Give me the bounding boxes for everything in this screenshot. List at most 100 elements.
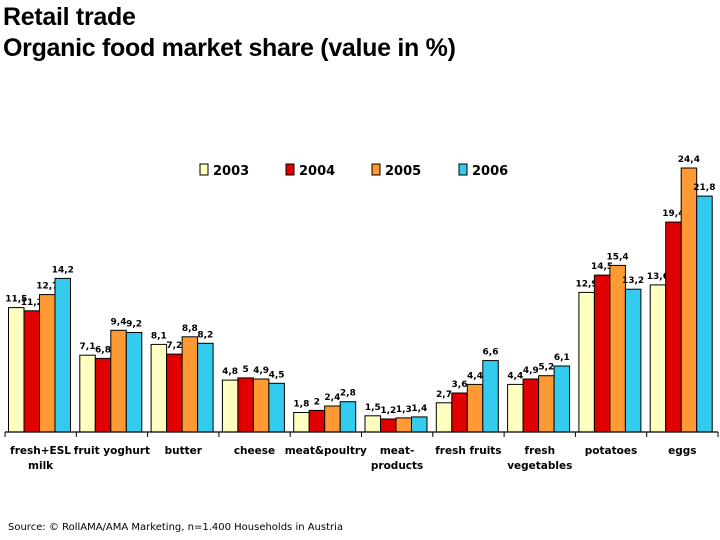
data-label: 4,9 (253, 366, 269, 376)
title-line-2: Organic food market share (value in %) (3, 34, 456, 62)
bar-2005-4 (324, 405, 341, 433)
bar-2005-7 (538, 375, 555, 433)
bar-2006-5 (411, 416, 428, 433)
data-label: 14,5 (591, 262, 613, 272)
data-label: 4,4 (467, 371, 483, 381)
bar-2004-3 (237, 377, 254, 433)
data-label: 3,6 (452, 380, 468, 390)
bar-2003-5 (364, 415, 381, 433)
data-label: 5 (242, 365, 248, 375)
bar-2004-1 (94, 357, 112, 433)
category-label: meat&poultry (285, 445, 367, 457)
bar-2005-5 (395, 417, 412, 433)
bar-2006-2 (197, 342, 214, 433)
data-label: 1,8 (293, 400, 309, 410)
legend-swatch-2003 (199, 163, 209, 176)
data-label: 12,9 (575, 279, 597, 289)
bar-2005-6 (466, 383, 484, 433)
category-label: fresh (525, 445, 556, 457)
category-label: fresh+ESL (10, 445, 71, 457)
data-label: 2,7 (436, 390, 452, 400)
data-label: 9,2 (126, 320, 142, 330)
data-label: 13,2 (622, 276, 644, 286)
data-label: 12,7 (36, 282, 58, 292)
data-label: 1,5 (365, 403, 381, 413)
data-label: 6,1 (554, 353, 570, 363)
category-label: milk (28, 460, 54, 472)
data-label: 19,4 (662, 209, 684, 219)
legend-swatch-2004 (285, 163, 295, 176)
data-label: 2,4 (324, 393, 340, 403)
data-label: 4,9 (523, 366, 539, 376)
bar-2005-8 (609, 264, 626, 433)
data-label: 7,1 (80, 342, 96, 352)
data-label: 1,4 (411, 404, 427, 414)
data-label: 4,5 (269, 370, 285, 380)
bar-2003-7 (507, 383, 524, 433)
bar-2006-4 (339, 401, 357, 433)
data-label: 2,8 (340, 389, 356, 399)
data-label: 5,2 (538, 363, 554, 373)
legend-label-2005: 2005 (385, 164, 421, 179)
bar-2005-9 (680, 167, 698, 433)
bar-2003-0 (8, 307, 25, 433)
bar-2003-9 (649, 284, 667, 433)
data-label: 14,2 (52, 265, 74, 275)
category-label: fresh fruits (435, 445, 501, 457)
data-label: 4,4 (507, 371, 523, 381)
data-label: 8,2 (197, 330, 213, 340)
bar-2004-0 (23, 310, 40, 433)
data-label: 8,1 (151, 331, 167, 341)
data-label: 7,2 (166, 341, 182, 351)
data-label: 4,8 (222, 367, 238, 377)
category-label: fruit yoghurt (74, 445, 150, 457)
data-label: 24,4 (678, 155, 700, 165)
category-label: vegetables (507, 460, 572, 472)
bar-2003-6 (435, 402, 453, 433)
data-label: 11,5 (5, 295, 27, 305)
legend-swatch-2006 (458, 163, 468, 176)
category-label: products (371, 460, 423, 472)
data-label: 1,2 (380, 406, 396, 416)
bar-2004-6 (451, 392, 468, 433)
bar-2003-1 (79, 354, 96, 433)
legend-swatch-2005 (371, 163, 381, 176)
category-label: potatoes (585, 445, 637, 457)
data-label: 1,3 (396, 405, 412, 415)
bar-2004-4 (308, 409, 326, 433)
bar-2004-2 (166, 353, 183, 433)
bar-2005-1 (110, 329, 127, 433)
bar-2004-9 (665, 221, 682, 433)
bar-2004-7 (522, 378, 540, 433)
bar-2005-3 (252, 378, 270, 433)
legend-label-2003: 2003 (213, 164, 249, 179)
bar-2005-0 (39, 294, 56, 433)
legend-label-2006: 2006 (472, 164, 508, 179)
bar-2006-3 (268, 382, 285, 433)
bar-2005-2 (181, 336, 199, 433)
bar-2004-8 (593, 274, 611, 433)
category-label: eggs (668, 445, 696, 457)
bar-2006-6 (482, 360, 499, 433)
chart-title: Retail trade Organic food market share (… (3, 2, 456, 64)
bar-2003-3 (221, 379, 239, 433)
bar-2003-2 (150, 343, 168, 433)
data-label: 13,6 (647, 272, 669, 282)
bar-2006-0 (54, 277, 71, 433)
bar-2006-8 (624, 288, 642, 433)
data-label: 6,8 (95, 345, 111, 355)
bar-2006-1 (125, 332, 143, 433)
bar-2003-8 (578, 291, 595, 433)
data-label: 11,2 (21, 298, 43, 308)
bar-2006-7 (553, 365, 571, 433)
bar-2006-9 (696, 195, 713, 433)
source-note: Source: © RollAMA/AMA Marketing, n=1.400… (8, 522, 344, 533)
data-label: 21,8 (693, 183, 715, 193)
data-label: 9,4 (111, 317, 127, 327)
data-label: 2 (314, 397, 320, 407)
category-label: cheese (234, 445, 275, 457)
bar-2003-4 (293, 412, 310, 433)
category-label: butter (165, 445, 203, 457)
data-label: 8,8 (182, 324, 198, 334)
